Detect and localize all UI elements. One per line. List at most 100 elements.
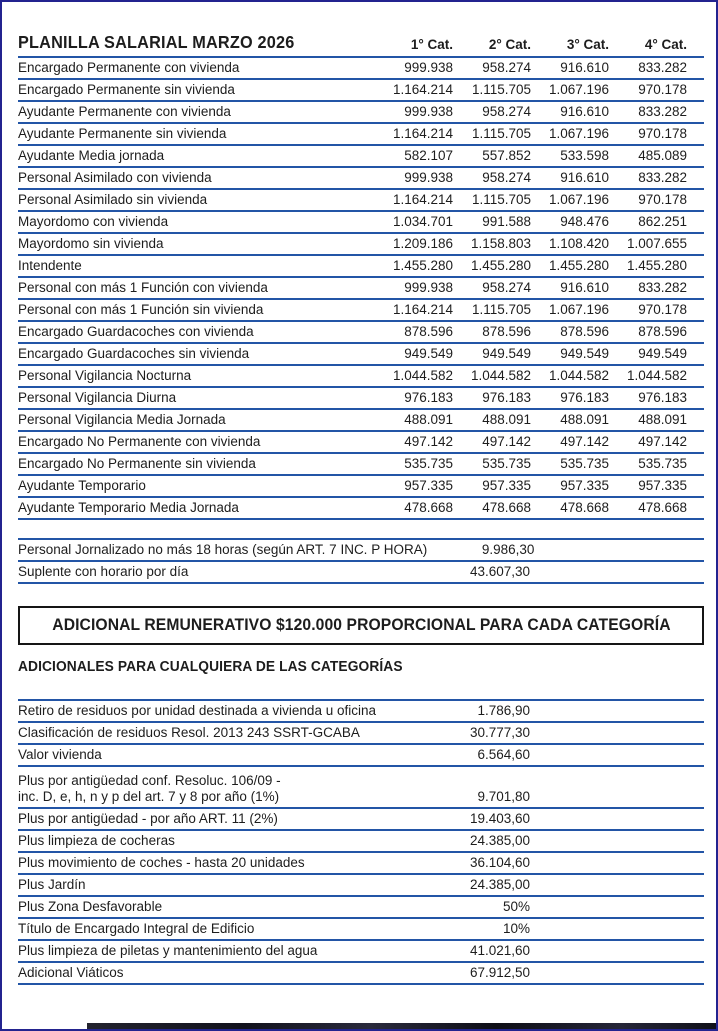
salary-row: Personal Asimilado con vivienda 999.938 9… (18, 168, 704, 190)
adicional-row: Clasificación de residuos Resol. 2013 24… (18, 723, 704, 745)
adicional-row: Plus Zona Desfavorable 50% (18, 897, 704, 919)
salary-row: Mayordomo sin vivienda 1.209.186 1.158.80… (18, 234, 704, 256)
salary-table-header: PLANILLA SALARIAL MARZO 2026 1° Cat. 2° … (18, 32, 704, 58)
salary-row-values: 976.183 976.183 976.183 976.183 (375, 390, 687, 406)
adicional-row: Plus por antigüedad conf. Resoluc. 106/0… (18, 767, 704, 809)
salary-value: 862.251 (638, 214, 687, 229)
adicional-row-label: Plus por antigüedad conf. Resoluc. 106/0… (18, 773, 281, 804)
salary-value: 878.596 (404, 324, 453, 339)
adicional-row-value: 30.777,30 (469, 725, 530, 740)
salary-row: Encargado Permanente sin vivienda 1.164.… (18, 80, 704, 102)
adicional-row: Valor vivienda 6.564,60 (18, 745, 704, 767)
adicionales-table: Retiro de residuos por unidad destinada … (18, 699, 704, 985)
salary-value: 878.596 (638, 324, 687, 339)
column-header: 3° Cat. (566, 37, 609, 52)
salary-row: Ayudante Media jornada 582.107 557.852 533… (18, 146, 704, 168)
salary-value: 970.178 (638, 126, 687, 141)
salary-value: 948.476 (560, 214, 609, 229)
salary-row-label: Mayordomo con vivienda (18, 214, 169, 229)
adicional-row-label: Título de Encargado Integral de Edificio (18, 921, 255, 936)
hourly-row: Suplente con horario por día 43.607,30 (18, 562, 704, 584)
salary-value: 949.549 (404, 346, 453, 361)
salary-row-values: 582.107 557.852 533.598 485.089 (375, 148, 687, 164)
salary-row-label: Ayudante Media jornada (18, 148, 165, 163)
adicional-row: Plus por antigüedad - por año ART. 11 (2… (18, 809, 704, 831)
salary-value: 1.455.280 (470, 258, 531, 273)
salary-value: 970.178 (638, 302, 687, 317)
column-header: 4° Cat. (644, 37, 687, 52)
adicional-row-value: 50% (502, 899, 530, 914)
salary-value: 999.938 (404, 280, 453, 295)
salary-value: 976.183 (560, 390, 609, 405)
salary-value: 991.588 (482, 214, 531, 229)
adicional-row: Título de Encargado Integral de Edificio… (18, 919, 704, 941)
adicional-row-label: Retiro de residuos por unidad destinada … (18, 703, 376, 718)
adicional-row: Plus movimiento de coches - hasta 20 uni… (18, 853, 704, 875)
salary-row: Encargado No Permanente con vivienda 497… (18, 432, 704, 454)
salary-row-values: 535.735 535.735 535.735 535.735 (375, 456, 687, 472)
salary-value: 497.142 (560, 434, 609, 449)
salary-value: 488.091 (560, 412, 609, 427)
salary-row: Personal Vigilancia Media Jornada 488.09… (18, 410, 704, 432)
salary-value: 976.183 (638, 390, 687, 405)
adicional-row-label: Plus Jardín (18, 877, 86, 892)
salary-value: 1.067.196 (548, 192, 609, 207)
salary-value: 916.610 (560, 60, 609, 75)
salary-value: 478.668 (404, 500, 453, 515)
salary-row-values: 1.164.214 1.115.705 1.067.196 970.178 (375, 302, 687, 318)
adicional-row-value: 24.385,00 (469, 877, 530, 892)
salary-value: 1.007.655 (626, 236, 687, 251)
salary-row-values: 949.549 949.549 949.549 949.549 (375, 346, 687, 362)
page-bottom-cutoff-strip (87, 1023, 716, 1029)
salary-value: 478.668 (638, 500, 687, 515)
salary-row-values: 878.596 878.596 878.596 878.596 (375, 324, 687, 340)
salary-value: 1.209.186 (392, 236, 453, 251)
adicional-row-value: 10% (502, 921, 530, 936)
salary-row: Personal Vigilancia Nocturna 1.044.582 1.… (18, 366, 704, 388)
salary-value: 497.142 (404, 434, 453, 449)
salary-value: 478.668 (482, 500, 531, 515)
salary-value: 497.142 (638, 434, 687, 449)
salary-row-label: Personal Asimilado con vivienda (18, 170, 212, 185)
salary-value: 1.115.705 (471, 192, 531, 207)
salary-value: 957.335 (560, 478, 609, 493)
salary-row-label: Personal con más 1 Función con vivienda (18, 280, 268, 295)
adicional-row-value: 24.385,00 (469, 833, 530, 848)
salary-value: 1.115.705 (471, 302, 531, 317)
adicional-row-value: 19.403,60 (469, 811, 530, 826)
salary-value: 1.164.214 (392, 126, 453, 141)
column-header: 1° Cat. (410, 37, 453, 52)
adicional-row-value: 6.564,60 (477, 747, 530, 762)
salary-row: Encargado No Permanente sin vivienda 535… (18, 454, 704, 476)
salary-value: 488.091 (482, 412, 531, 427)
salary-row-label: Ayudante Permanente sin vivienda (18, 126, 227, 141)
hourly-row-value: 9.986,30 (481, 542, 535, 557)
salary-row-values: 1.455.280 1.455.280 1.455.280 1.455.280 (375, 258, 687, 274)
salary-row-label: Ayudante Temporario (18, 478, 146, 493)
salary-row: Mayordomo con vivienda 1.034.701 991.588 9… (18, 212, 704, 234)
salary-row-values: 478.668 478.668 478.668 478.668 (375, 500, 687, 516)
salary-value: 1.455.280 (626, 258, 687, 273)
column-header: 2° Cat. (488, 37, 531, 52)
hourly-row-label: Suplente con horario por día (18, 564, 189, 579)
salary-value: 833.282 (638, 170, 687, 185)
adicional-row: Retiro de residuos por unidad destinada … (18, 701, 704, 723)
salary-value: 957.335 (638, 478, 687, 493)
salary-row-label: Personal con más 1 Función sin vivienda (18, 302, 264, 317)
salary-value: 1.067.196 (548, 82, 609, 97)
salary-value: 970.178 (638, 192, 687, 207)
salary-row-values: 957.335 957.335 957.335 957.335 (375, 478, 687, 494)
salary-row-values: 488.091 488.091 488.091 488.091 (375, 412, 687, 428)
salary-value: 1.115.705 (471, 126, 531, 141)
salary-value: 533.598 (560, 148, 609, 163)
page-title: PLANILLA SALARIAL MARZO 2026 (18, 32, 295, 52)
salary-value: 916.610 (560, 170, 609, 185)
adicional-row-value: 41.021,60 (469, 943, 530, 958)
salary-value: 970.178 (638, 82, 687, 97)
adicional-row: Plus limpieza de piletas y mantenimiento… (18, 941, 704, 963)
salary-row-label: Ayudante Temporario Media Jornada (18, 500, 239, 515)
adicional-row-label: Clasificación de residuos Resol. 2013 24… (18, 725, 360, 740)
salary-value: 485.089 (638, 148, 687, 163)
salary-value: 488.091 (638, 412, 687, 427)
